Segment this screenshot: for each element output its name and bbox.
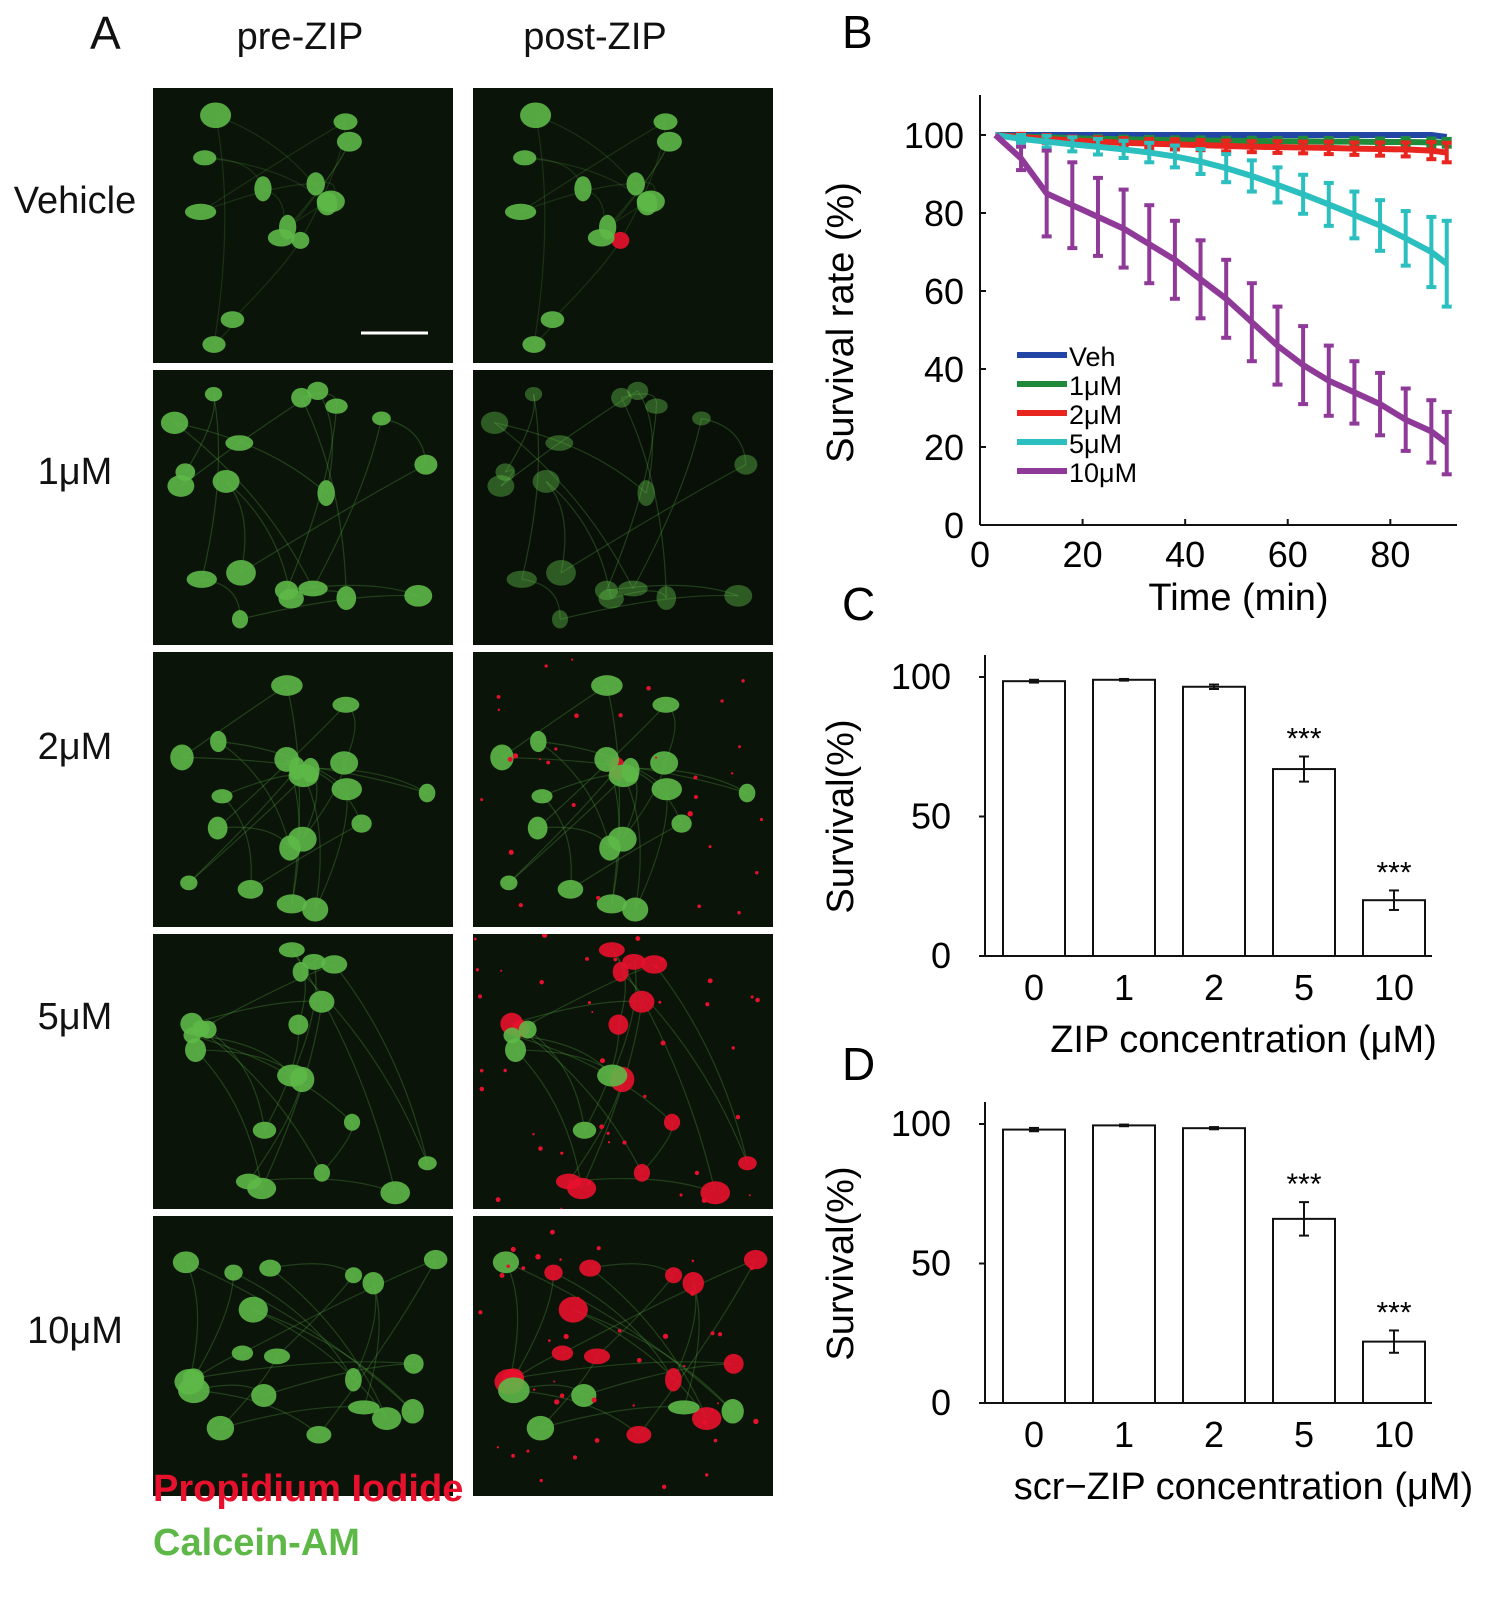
row-label-1um: 1μM bbox=[37, 451, 113, 493]
c-significance: *** bbox=[1376, 856, 1411, 889]
b-y-tick-label: 100 bbox=[904, 115, 964, 156]
d-category-label: 2 bbox=[1204, 1414, 1224, 1455]
c-bar bbox=[1362, 899, 1426, 958]
d-bar bbox=[1182, 1127, 1246, 1405]
b-y-tick-label: 80 bbox=[924, 193, 964, 234]
b-legend-label: 5μM bbox=[1069, 429, 1122, 459]
micrograph-5μM-post-ZIP bbox=[473, 934, 773, 1209]
b-x-tick-label: 80 bbox=[1370, 534, 1410, 575]
row-label-vehicle: Vehicle bbox=[13, 180, 137, 222]
micrograph-2μM-pre-ZIP bbox=[153, 652, 453, 927]
micrograph-2μM-post-ZIP bbox=[473, 652, 773, 927]
c-y-tick-label: 50 bbox=[911, 796, 951, 837]
b-legend-label: 1μM bbox=[1069, 371, 1122, 401]
c-y-tick-label: 0 bbox=[931, 935, 951, 976]
b-series-1μM bbox=[995, 132, 1452, 149]
d-significance: *** bbox=[1286, 1168, 1321, 1201]
c-category-label: 5 bbox=[1294, 967, 1314, 1008]
b-legend-label: Veh bbox=[1069, 342, 1116, 372]
micrograph-10μM-pre-ZIP bbox=[153, 1216, 453, 1496]
row-label-5um: 5μM bbox=[37, 996, 113, 1038]
legend-calcein-am: Calcein-AM bbox=[153, 1522, 360, 1564]
micrograph-1μM-pre-ZIP bbox=[153, 370, 453, 645]
b-x-tick-label: 0 bbox=[970, 534, 990, 575]
b-legend-box bbox=[1010, 340, 1157, 490]
d-significance: *** bbox=[1376, 1296, 1411, 1329]
column-header-post: post-ZIP bbox=[523, 16, 667, 58]
b-x-tick-label: 40 bbox=[1165, 534, 1205, 575]
panel-b-letter: B bbox=[842, 6, 873, 58]
d-y-tick-label: 100 bbox=[891, 1103, 951, 1144]
legend-propidium-iodide: Propidium Iodide bbox=[153, 1468, 464, 1510]
c-significance: *** bbox=[1286, 723, 1321, 756]
b-series-line bbox=[995, 132, 1448, 140]
b-series-line bbox=[995, 132, 1448, 156]
micrograph-1μM-post-ZIP bbox=[473, 370, 773, 645]
d-bar bbox=[1002, 1128, 1066, 1404]
b-x-tick-label: 60 bbox=[1268, 534, 1308, 575]
c-bar bbox=[1002, 680, 1066, 957]
c-y-axis-label: Survival(%) bbox=[820, 719, 862, 913]
micrograph-10μM-post-ZIP bbox=[473, 1216, 773, 1496]
row-label-2um: 2μM bbox=[37, 726, 113, 768]
d-bar bbox=[1092, 1124, 1156, 1405]
micrograph-Vehicle-pre-ZIP bbox=[153, 88, 453, 363]
row-label-10um: 10μM bbox=[27, 1310, 123, 1352]
micrograph-Vehicle-post-ZIP bbox=[473, 88, 773, 363]
d-category-label: 1 bbox=[1114, 1414, 1134, 1455]
d-bar bbox=[1272, 1217, 1336, 1404]
d-x-axis-label: scr−ZIP concentration (μM) bbox=[1014, 1466, 1473, 1508]
c-category-label: 2 bbox=[1204, 967, 1224, 1008]
b-y-tick-label: 0 bbox=[944, 505, 964, 546]
c-bar bbox=[1092, 678, 1156, 957]
d-bar bbox=[1362, 1340, 1426, 1404]
b-series-2μM bbox=[995, 131, 1452, 165]
b-series-line bbox=[993, 132, 1449, 446]
b-y-tick-label: 60 bbox=[924, 271, 964, 312]
b-legend-label: 2μM bbox=[1069, 400, 1122, 430]
c-bar bbox=[1182, 685, 1246, 957]
c-x-axis-label: ZIP concentration (μM) bbox=[1050, 1019, 1437, 1061]
b-series-line bbox=[995, 132, 1447, 146]
c-category-label: 10 bbox=[1374, 967, 1414, 1008]
d-category-label: 5 bbox=[1294, 1414, 1314, 1455]
c-category-label: 0 bbox=[1024, 967, 1044, 1008]
d-category-label: 10 bbox=[1374, 1414, 1414, 1455]
d-y-tick-label: 50 bbox=[911, 1243, 951, 1284]
d-category-label: 0 bbox=[1024, 1414, 1044, 1455]
b-series-line bbox=[994, 132, 1449, 267]
c-bar bbox=[1272, 768, 1336, 957]
b-y-tick-label: 20 bbox=[924, 427, 964, 468]
b-series-10μM bbox=[993, 132, 1452, 477]
b-y-tick-label: 40 bbox=[924, 349, 964, 390]
b-x-tick-label: 20 bbox=[1063, 534, 1103, 575]
b-series-5μM bbox=[994, 132, 1452, 309]
panel-d-letter: D bbox=[842, 1038, 875, 1090]
b-series-Veh bbox=[995, 132, 1448, 140]
b-x-axis-label: Time (min) bbox=[1148, 577, 1328, 619]
d-y-tick-label: 0 bbox=[931, 1382, 951, 1423]
c-category-label: 1 bbox=[1114, 967, 1134, 1008]
column-header-pre: pre-ZIP bbox=[236, 16, 364, 58]
panel-c-letter: C bbox=[842, 578, 875, 630]
b-legend-label: 10μM bbox=[1069, 458, 1137, 488]
d-y-axis-label: Survival(%) bbox=[820, 1166, 862, 1360]
micrograph-5μM-pre-ZIP bbox=[153, 934, 453, 1209]
panel-a-letter: A bbox=[90, 7, 121, 59]
c-y-tick-label: 100 bbox=[891, 656, 951, 697]
b-y-axis-label: Survival rate (%) bbox=[820, 182, 862, 463]
